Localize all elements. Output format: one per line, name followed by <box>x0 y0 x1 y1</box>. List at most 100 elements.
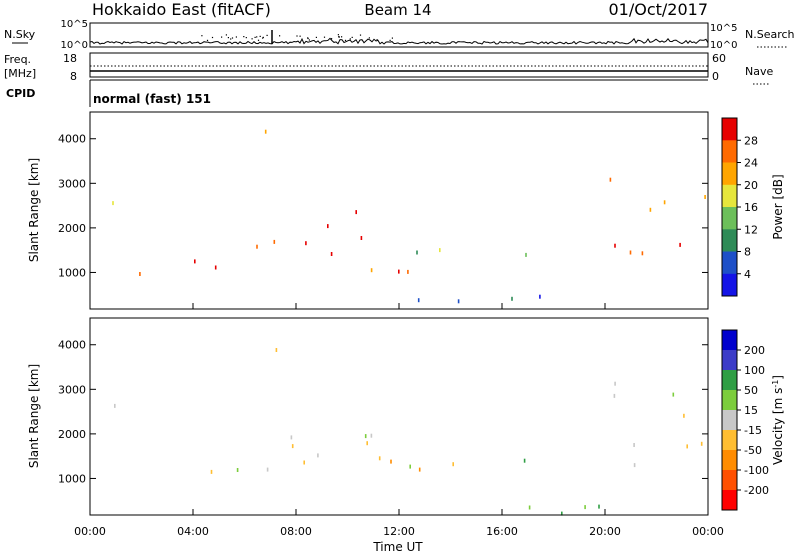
echo-cell <box>416 250 418 255</box>
colorbar-tick-label: 28 <box>744 134 758 147</box>
colorbar-segment <box>722 330 737 351</box>
echo-cell <box>114 403 116 408</box>
noise-search-dot <box>307 37 309 40</box>
colorbar-frame <box>721 329 738 511</box>
echo-cell <box>366 441 368 446</box>
echo-cell <box>360 236 363 240</box>
echo-cell <box>264 129 267 134</box>
freq-tick-top: 18 <box>63 52 77 65</box>
x-tick-label: 08:00 <box>280 525 312 538</box>
date-label: 01/Oct/2017 <box>608 0 708 19</box>
velocity-echo-cells <box>114 348 703 516</box>
noise-search-dot <box>315 36 317 38</box>
echo-cell <box>378 456 381 461</box>
colorbar-tick-label: 8 <box>744 246 751 259</box>
colorbar-segment <box>722 273 737 297</box>
echo-cell <box>291 444 294 449</box>
power-y-ticks: 1000 2000 3000 4000 <box>58 133 708 279</box>
echo-cell <box>330 252 333 256</box>
echo-cell <box>210 469 213 474</box>
colorbar-tick-label: -15 <box>744 424 762 437</box>
noise-search-dot <box>351 36 353 38</box>
noise-search-dot <box>227 37 229 39</box>
colorbar-tick-label: 100 <box>744 364 765 377</box>
echo-cell <box>390 459 392 464</box>
colorbar-segment <box>722 450 737 471</box>
nave-label: Nave <box>745 65 773 78</box>
noise-search-dot <box>235 36 237 38</box>
echo-cell <box>303 460 305 465</box>
echo-cell <box>439 248 441 253</box>
echo-cell <box>679 242 681 247</box>
noise-search-dot <box>259 35 261 37</box>
velocity-colorbar: 200 100 50 15 -15 -50 -100 -200 <box>721 329 769 511</box>
echo-cell <box>266 467 269 472</box>
radar-title: Hokkaido East (fitACF) <box>92 0 271 19</box>
colorbar-tick-label: -50 <box>744 444 762 457</box>
echo-cell <box>409 464 411 469</box>
echo-cell <box>256 244 258 249</box>
echo-cell <box>663 200 666 205</box>
noise-search-dot <box>254 36 256 38</box>
nave-tick-bottom: 0 <box>712 70 719 83</box>
noise-search-dot <box>296 35 298 37</box>
colorbar-segment <box>722 490 737 511</box>
colorbar-segment <box>722 229 737 252</box>
noise-search-dot <box>266 34 268 36</box>
y-tick-label: 2000 <box>58 222 86 235</box>
echo-cell <box>649 207 652 212</box>
x-tick-label: 20:00 <box>589 525 621 538</box>
noise-right-tick-bottom: 10^0 <box>710 40 737 51</box>
echo-cell <box>633 443 635 447</box>
echo-cell <box>236 468 239 472</box>
noise-search-dot <box>230 38 232 40</box>
colorbar-tick-label: 24 <box>744 157 758 170</box>
x-tick-label: 00:00 <box>74 525 106 538</box>
noise-search-dot <box>344 39 347 41</box>
colorbar-segment <box>722 251 737 275</box>
noise-search-dot <box>245 37 247 39</box>
noise-search-dot <box>338 36 340 38</box>
noise-search-dot <box>331 38 333 40</box>
echo-cell <box>457 299 460 304</box>
echo-cell <box>317 453 319 458</box>
echo-cell <box>528 505 531 510</box>
noise-search-dot <box>308 39 310 41</box>
echo-cell <box>609 177 612 182</box>
power-echo-cells <box>112 129 706 304</box>
noise-search-dot <box>389 39 391 41</box>
freq-label-line1: Freq. <box>4 53 31 66</box>
noise-sky-trace <box>89 30 709 45</box>
colorbar-segment <box>722 118 737 141</box>
noise-search-dot <box>225 34 227 36</box>
velocity-colorbar-label: Velocity [m s-1] <box>771 375 786 465</box>
colorbar-segment <box>722 140 737 163</box>
echo-cell <box>700 441 703 446</box>
colorbar-tick-label: 4 <box>744 268 751 281</box>
echo-cell <box>139 272 141 276</box>
echo-cell <box>614 243 616 248</box>
colorbar-segment <box>722 162 737 186</box>
echo-cell <box>370 268 373 273</box>
power-ylabel: Slant Range [km] <box>27 158 41 262</box>
x-tick-label: 00:00 <box>692 525 724 538</box>
colorbar-segment <box>722 207 737 230</box>
colorbar-tick-label: -200 <box>744 484 769 497</box>
echo-cell <box>672 392 675 397</box>
colorbar-segment <box>722 390 737 411</box>
echo-cell <box>305 241 307 246</box>
noise-left-tick-top: 10^5 <box>61 19 88 30</box>
echo-cell <box>417 298 420 303</box>
beam-label: Beam 14 <box>364 1 431 19</box>
echo-cell <box>525 252 527 257</box>
echo-cell <box>523 458 526 463</box>
colorbar-tick-label: 15 <box>744 404 758 417</box>
noise-search-dot <box>256 36 258 38</box>
noise-search-dot <box>323 36 326 38</box>
echo-cell <box>614 381 616 386</box>
cpid-label: CPID <box>6 87 35 100</box>
noise-search-dot <box>368 37 370 39</box>
noise-search-dot <box>337 34 339 36</box>
echo-cell <box>584 505 586 510</box>
